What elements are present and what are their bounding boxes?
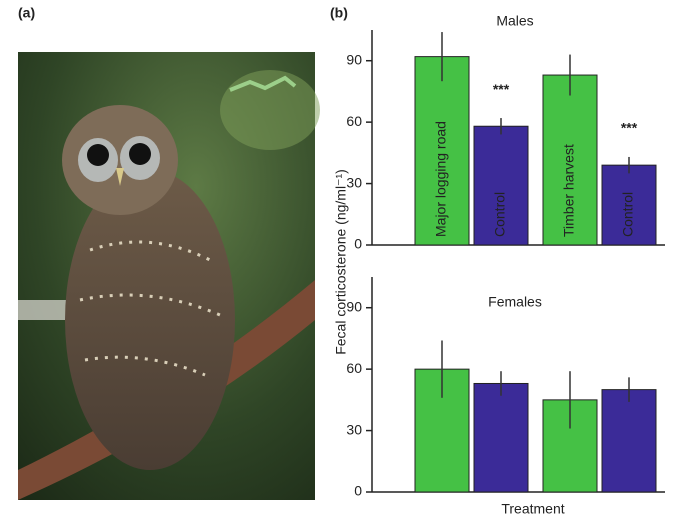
y-tick-label: 0 — [354, 483, 362, 499]
y-tick-label: 90 — [346, 51, 362, 67]
y-tick-label: 30 — [346, 421, 362, 437]
significance: *** — [621, 120, 638, 136]
figure: (a) (b) Fecal corticosterone (ng/ml⁻¹) M… — [0, 0, 685, 521]
panel-label: (b) — [330, 5, 348, 21]
y-axis-label: Fecal corticosterone (ng/ml⁻¹) — [333, 169, 349, 355]
significance: *** — [493, 81, 510, 97]
chart-title: Females — [488, 294, 542, 310]
bar — [474, 383, 528, 492]
bar — [602, 390, 656, 492]
y-tick-label: 60 — [346, 360, 362, 376]
x-axis-label: Treatment — [501, 501, 564, 517]
owl-photo — [18, 52, 320, 500]
y-tick-label: 0 — [354, 236, 362, 252]
panel-label: (a) — [18, 5, 35, 21]
chart-title: Males — [496, 13, 533, 29]
y-tick-label: 30 — [346, 174, 362, 190]
bar-label: Control — [620, 192, 636, 237]
bar-label: Control — [492, 192, 508, 237]
bar-label: Timber harvest — [561, 144, 577, 237]
bar-label: Major logging road — [433, 121, 449, 237]
y-tick-label: 60 — [346, 113, 362, 129]
y-tick-label: 90 — [346, 298, 362, 314]
